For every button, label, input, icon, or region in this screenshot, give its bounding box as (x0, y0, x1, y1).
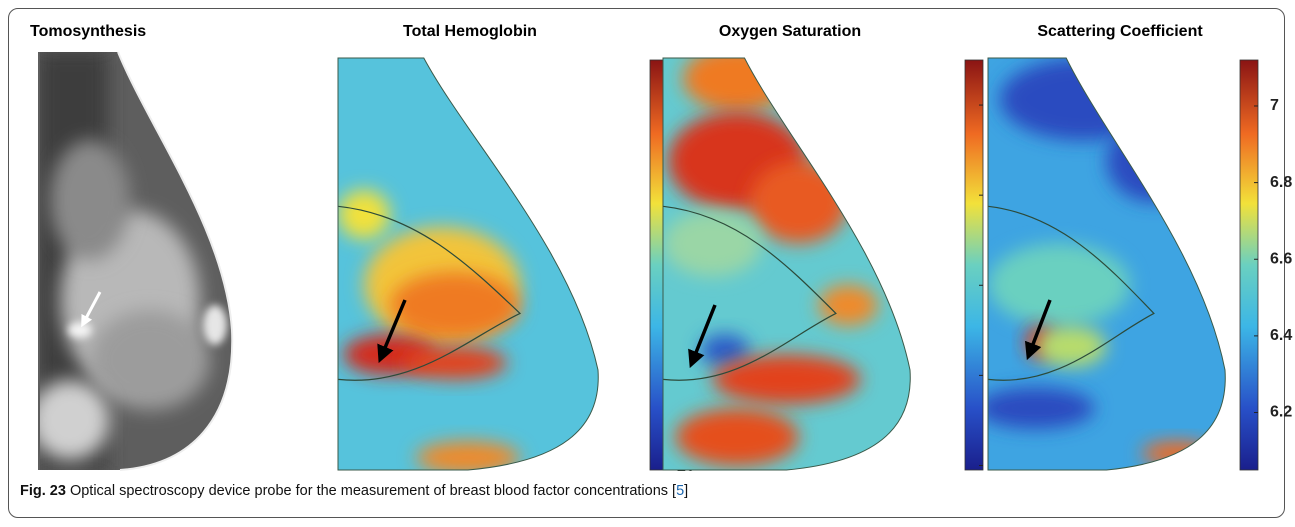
panel-title: Tomosynthesis (30, 23, 146, 40)
caption-ref[interactable]: 5 (676, 483, 684, 499)
colorbar-tick-label: 6.4 (1270, 327, 1292, 344)
caption-text-end: ] (684, 483, 688, 499)
panel-title: Scattering Coefficient (1037, 23, 1203, 40)
heatmap-region (683, 46, 792, 112)
panel-title: Oxygen Saturation (719, 23, 861, 40)
caption: Fig. 23 Optical spectroscopy device prob… (20, 483, 688, 499)
panel-title: Total Hemoglobin (403, 23, 537, 40)
heatmap-region (712, 355, 860, 404)
heatmap-region (338, 190, 390, 239)
heatmap-region (416, 441, 520, 474)
page: TomosynthesisTotal Hemoglobin20253035404… (0, 0, 1295, 527)
mammogram (30, 50, 238, 472)
heatmap-region (1107, 120, 1202, 202)
heatmap (338, 42, 598, 475)
colorbar-tick-label: 6.6 (1270, 250, 1292, 267)
heatmap-region (749, 161, 848, 243)
caption-label: Fig. 23 (20, 483, 66, 499)
heatmap-region (976, 388, 1095, 429)
heatmap-region (675, 408, 799, 466)
heatmap-region (390, 272, 520, 338)
colorbar (1240, 60, 1258, 470)
colorbar-tick-label: 6.8 (1270, 174, 1292, 191)
colorbar (965, 60, 983, 470)
colorbar-tick-label: 6.2 (1270, 404, 1292, 421)
heatmap-region (1000, 58, 1166, 140)
heatmap-region (463, 42, 567, 91)
heatmap (663, 46, 910, 470)
heatmap-region (403, 346, 507, 379)
heatmap-region (988, 243, 1130, 325)
caption-text: Optical spectroscopy device probe for th… (66, 483, 676, 499)
colorbar-tick-label: 7 (1270, 97, 1279, 114)
heatmap-region (1035, 326, 1106, 367)
heatmap-region (663, 210, 762, 276)
